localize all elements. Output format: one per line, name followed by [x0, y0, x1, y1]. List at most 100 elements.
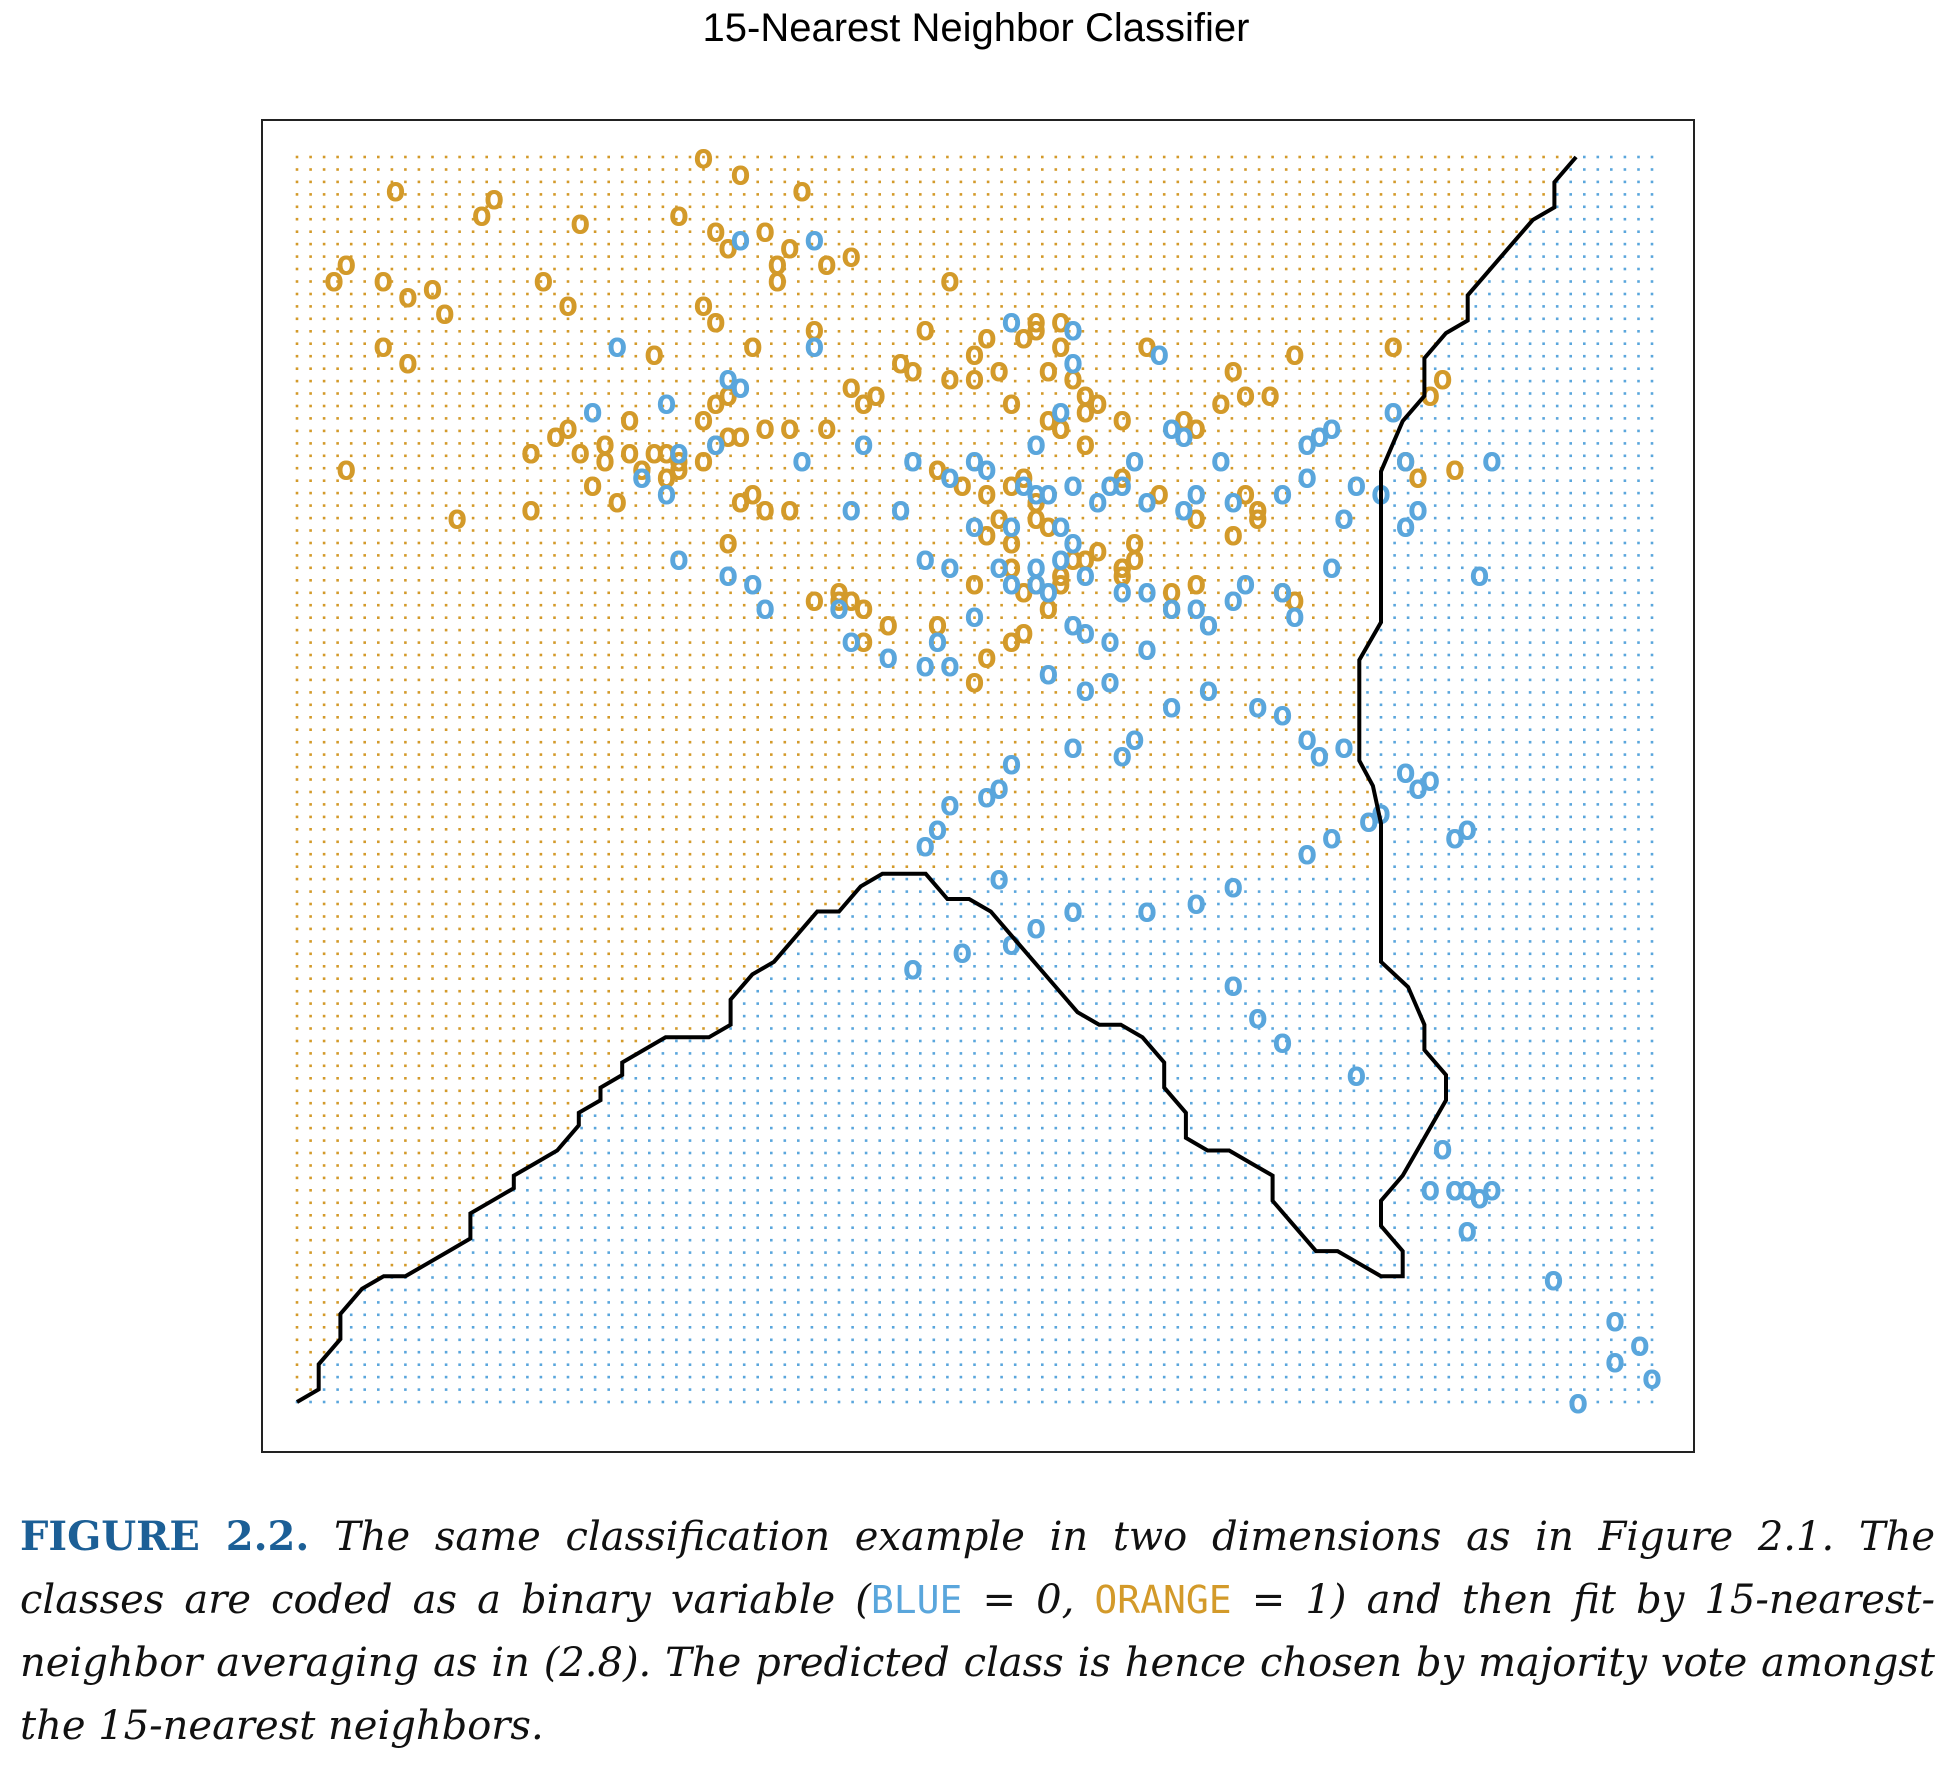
orange-region-dot — [377, 902, 380, 906]
blue-region-dot — [512, 1276, 516, 1279]
orange-region-dot — [607, 1064, 610, 1068]
orange-region-dot — [742, 653, 746, 657]
orange-region-dot — [539, 554, 543, 557]
blue-region-dot — [864, 902, 868, 906]
orange-region-dot — [336, 716, 339, 719]
orange-region-dot — [336, 915, 339, 918]
orange-region-dot — [851, 840, 854, 844]
orange-region-dot — [349, 952, 353, 956]
orange-region-dot — [444, 1126, 448, 1130]
blue-region-dot — [634, 1089, 638, 1093]
orange-region-dot — [688, 815, 692, 819]
orange-region-dot — [837, 205, 841, 209]
orange-region-dot — [675, 579, 678, 582]
orange-region-dot — [620, 803, 624, 806]
orange-region-dot — [417, 280, 421, 283]
orange-region-dot — [580, 927, 583, 931]
orange-region-dot — [539, 242, 543, 246]
blue-region-dot — [891, 915, 895, 918]
orange-region-dot — [770, 205, 773, 209]
blue-region-dot — [349, 1313, 353, 1317]
orange-region-dot — [729, 317, 732, 321]
orange-region-dot — [295, 330, 299, 333]
orange-region-dot — [309, 466, 312, 470]
blue-region-dot — [770, 1301, 773, 1304]
orange-region-dot — [891, 591, 895, 595]
orange-region-dot — [363, 466, 366, 470]
blue-region-dot — [756, 977, 759, 980]
orange-region-dot — [539, 989, 543, 993]
orange-region-dot — [553, 168, 556, 171]
orange-region-dot — [404, 1114, 407, 1117]
orange-region-dot — [566, 890, 570, 893]
blue-region-dot — [702, 1064, 705, 1068]
blue-region-dot — [715, 1064, 719, 1068]
orange-region-dot — [309, 1176, 312, 1180]
blue-region-dot — [634, 1276, 638, 1279]
orange-region-dot — [715, 429, 719, 433]
orange-region-dot — [417, 877, 421, 881]
orange-region-dot — [349, 890, 353, 893]
orange-region-dot — [322, 1139, 326, 1142]
orange-region-dot — [742, 516, 746, 520]
blue-region-dot — [485, 1400, 488, 1404]
orange-region-dot — [824, 305, 827, 308]
orange-region-dot — [539, 1151, 543, 1155]
orange-region-dot — [661, 541, 665, 545]
orange-region-dot — [905, 466, 909, 470]
orange-region-dot — [458, 479, 461, 482]
orange-region-dot — [742, 529, 746, 532]
orange-region-dot — [539, 342, 543, 345]
orange-region-dot — [742, 230, 746, 233]
orange-region-dot — [553, 852, 556, 856]
blue-region-dot — [729, 1326, 732, 1329]
blue-region-dot — [634, 1400, 638, 1404]
orange-region-dot — [526, 1114, 529, 1117]
orange-region-dot — [675, 865, 678, 868]
orange-region-dot — [431, 342, 434, 345]
orange-region-dot — [417, 1201, 421, 1205]
orange-region-dot — [742, 541, 746, 545]
orange-region-dot — [620, 716, 624, 719]
orange-region-dot — [824, 317, 827, 321]
orange-region-dot — [891, 317, 895, 321]
orange-region-dot — [878, 454, 881, 458]
blue-region-dot — [905, 1101, 909, 1105]
blue-region-dot — [919, 1052, 922, 1055]
blue-region-dot — [770, 1388, 773, 1391]
blue-region-dot — [729, 1226, 732, 1229]
orange-region-dot — [377, 728, 380, 731]
orange-region-dot — [431, 504, 434, 507]
orange-region-dot — [824, 790, 827, 794]
orange-region-dot — [404, 242, 407, 246]
orange-region-dot — [471, 790, 475, 794]
orange-region-dot — [810, 342, 814, 345]
orange-region-dot — [404, 1077, 407, 1080]
orange-region-dot — [512, 429, 516, 433]
orange-region-dot — [485, 1189, 488, 1192]
orange-region-dot — [675, 927, 678, 931]
blue-region-dot — [959, 952, 963, 956]
blue-region-dot — [634, 1301, 638, 1304]
orange-region-dot — [580, 354, 583, 358]
orange-region-dot — [485, 678, 488, 682]
orange-region-dot — [404, 516, 407, 520]
orange-region-dot — [648, 989, 651, 993]
orange-region-dot — [417, 442, 421, 445]
orange-region-dot — [675, 940, 678, 943]
blue-region-dot — [864, 1139, 868, 1142]
blue-region-dot — [322, 1363, 326, 1366]
orange-region-dot — [485, 989, 488, 993]
orange-region-dot — [878, 292, 881, 296]
orange-region-dot — [593, 765, 597, 769]
orange-region-dot — [390, 1077, 394, 1080]
orange-region-dot — [485, 491, 488, 495]
orange-region-dot — [756, 379, 759, 383]
orange-region-dot — [553, 1002, 556, 1005]
orange-region-dot — [295, 1263, 299, 1267]
orange-region-dot — [715, 554, 719, 557]
orange-region-dot — [851, 603, 854, 607]
orange-region-dot — [444, 691, 448, 694]
orange-region-dot — [878, 765, 881, 769]
orange-region-dot — [715, 616, 719, 619]
